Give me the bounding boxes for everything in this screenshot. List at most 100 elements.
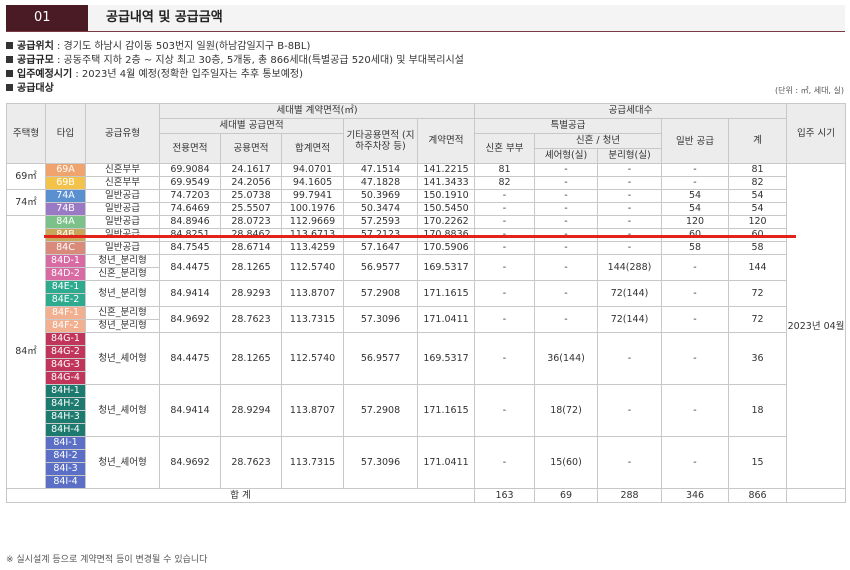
type-cell: 84H-4 xyxy=(45,423,86,437)
contract-cell: 150.1910 xyxy=(416,189,476,203)
col-supply-type: 공급유형 xyxy=(85,103,160,164)
newlywed-cell: - xyxy=(474,189,536,203)
footnote: ※ 실시설계 등으로 계약면적 등이 변경될 수 있습니다 xyxy=(6,555,208,565)
housing-type-cell: 74㎡ xyxy=(6,189,46,216)
sum-cell: 94.1605 xyxy=(281,176,344,190)
supply-type-cell: 일반공급 xyxy=(85,241,160,255)
sum-cell: 113.7315 xyxy=(281,436,344,489)
common-cell: 28.7623 xyxy=(220,436,282,489)
exclusive-cell: 84.8946 xyxy=(159,215,221,229)
totals-total: 866 xyxy=(728,488,788,503)
total-cell: 120 xyxy=(728,215,788,229)
total-cell: 81 xyxy=(728,163,788,177)
exclusive-cell: 84.9414 xyxy=(159,280,221,307)
general-cell: - xyxy=(661,176,730,190)
unit-note: (단위 : ㎡, 세대, 실) xyxy=(775,86,844,95)
type-cell: 84F-1 xyxy=(45,306,86,320)
supply-type-cell: 신혼부부 xyxy=(85,176,160,190)
total-cell: 72 xyxy=(728,306,788,333)
common-cell: 25.0738 xyxy=(220,189,282,203)
table-row: 69㎡ 69A 신혼부부 69.9084 24.1617 94.0701 47.1514 14… xyxy=(6,163,847,489)
table-row: 84H-2 xyxy=(7,397,846,411)
col-move-in: 입주 시기 xyxy=(786,103,847,164)
general-cell: - xyxy=(661,280,730,307)
bullet-icon xyxy=(6,42,13,49)
totals-general: 346 xyxy=(661,488,730,503)
type-cell: 84I-2 xyxy=(45,449,86,463)
other-cell: 57.3096 xyxy=(343,306,418,333)
other-cell: 50.3969 xyxy=(343,189,418,203)
supply-table: 주택형 타입 공급유형 세대별 계약면적(㎡) 공급세대수 입주 시기 세대별 … xyxy=(5,103,847,503)
share-cell: - xyxy=(534,280,599,307)
type-cell: 84D-2 xyxy=(45,267,86,281)
share-cell: - xyxy=(534,254,599,281)
exclusive-cell: 69.9084 xyxy=(159,163,221,177)
col-newlywed-youth: 신혼 / 청년 xyxy=(534,133,663,149)
type-cell: 69B xyxy=(45,176,86,190)
table-row: 84D-1 청년_분리형 84.4475 28.1265 112.5740 56.9577… xyxy=(7,254,846,281)
sum-cell: 112.5740 xyxy=(281,254,344,281)
type-cell: 84F-2 xyxy=(45,319,86,333)
newlywed-cell: - xyxy=(474,332,536,385)
bullet-icon xyxy=(6,84,13,91)
table-row: 84I-3 xyxy=(7,462,846,476)
table-row: 84G-3 xyxy=(7,358,846,372)
col-exclusive: 전용면적 xyxy=(159,133,221,164)
total-cell: 82 xyxy=(728,176,788,190)
col-other-common: 기타공용면적 (지하주차장 등) xyxy=(343,118,418,164)
share-cell: - xyxy=(534,306,599,333)
supply-type-cell: 청년_셰어형 xyxy=(85,384,160,437)
type-cell: 84E-1 xyxy=(45,280,86,294)
exclusive-cell: 84.7545 xyxy=(159,241,221,255)
total-cell: 58 xyxy=(728,241,788,255)
type-cell: 84D-1 xyxy=(45,254,86,268)
totals-separate: 288 xyxy=(597,488,663,503)
col-share: 셰어형(실) xyxy=(534,148,599,164)
separate-cell: 144(288) xyxy=(597,254,663,281)
totals-newlywed: 163 xyxy=(474,488,536,503)
info-target: 공급대상 xyxy=(6,82,54,95)
common-cell: 28.0723 xyxy=(220,215,282,229)
move-in-cell: 2023년 04월 xyxy=(786,163,847,489)
share-cell: - xyxy=(534,163,599,177)
col-special: 특별공급 xyxy=(474,118,663,134)
contract-cell: 171.0411 xyxy=(416,436,476,489)
share-cell: 18(72) xyxy=(534,384,599,437)
general-cell: - xyxy=(661,332,730,385)
table-row: 84㎡ 84A 일반공급 84.8946 28.0723 112.9669 57.2593 1… xyxy=(6,215,846,489)
newlywed-cell: - xyxy=(474,306,536,333)
header-divider xyxy=(6,31,845,32)
table-row: 84G-1 청년_셰어형 84.4475 28.1265 112.5740 56.9577… xyxy=(7,332,846,385)
share-cell: 15(60) xyxy=(534,436,599,489)
type-cell: 84H-2 xyxy=(45,397,86,411)
general-cell: 58 xyxy=(661,241,730,255)
bullet-icon xyxy=(6,56,13,63)
contract-cell: 169.5317 xyxy=(416,332,476,385)
section-header: 01 공급내역 및 공급금액 xyxy=(6,5,845,31)
exclusive-cell: 74.7203 xyxy=(159,189,221,203)
other-cell: 57.2908 xyxy=(343,280,418,307)
share-cell: - xyxy=(534,176,599,190)
supply-type-cell: 청년_셰어형 xyxy=(85,436,160,489)
contract-cell: 171.1615 xyxy=(416,280,476,307)
other-cell: 57.3096 xyxy=(343,436,418,489)
type-cell: 84I-1 xyxy=(45,436,86,450)
other-cell: 50.3474 xyxy=(343,202,418,216)
share-cell: 36(144) xyxy=(534,332,599,385)
type-cell: 84I-3 xyxy=(45,462,86,476)
newlywed-cell: 81 xyxy=(474,163,536,177)
other-cell: 47.1514 xyxy=(343,163,418,177)
contract-cell: 169.5317 xyxy=(416,254,476,281)
totals-share: 69 xyxy=(534,488,599,503)
housing-type-cell: 69㎡ xyxy=(6,163,46,190)
other-cell: 57.2908 xyxy=(343,384,418,437)
info-location: 공급위치 : 경기도 하남시 감이동 503번지 일원(하남감일지구 B-8BL… xyxy=(6,40,310,53)
common-cell: 28.9294 xyxy=(220,384,282,437)
separate-cell: - xyxy=(597,215,663,229)
type-cell: 74B xyxy=(45,202,86,216)
housing-type-cell: 84㎡ xyxy=(6,215,46,489)
sum-cell: 112.9669 xyxy=(281,215,344,229)
col-separate: 분리형(실) xyxy=(597,148,663,164)
totals-move-in xyxy=(786,488,847,503)
info-move-in: 입주예정시기 : 2023년 4월 예정(정확한 입주일자는 추후 통보예정) xyxy=(6,68,303,81)
